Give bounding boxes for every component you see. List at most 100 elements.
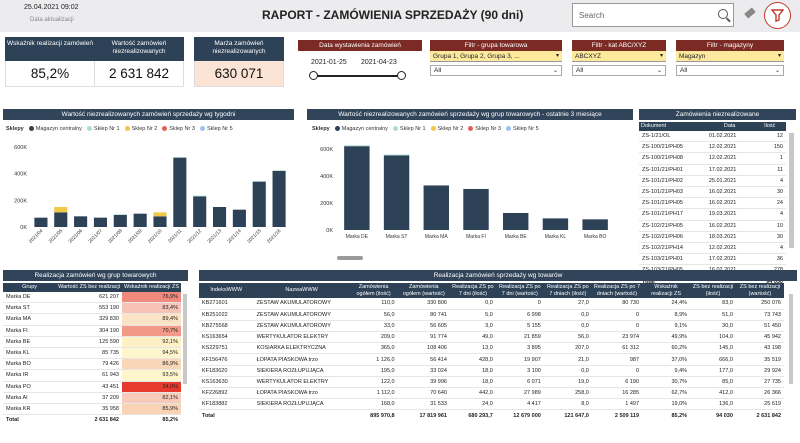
- bar-magazyn-centralny[interactable]: [582, 219, 608, 230]
- legend-item[interactable]: Sklep Nr 1: [86, 126, 120, 132]
- table-row[interactable]: Marka IR 61 943 93,5%: [3, 369, 181, 382]
- table-row[interactable]: KB251022 ZESTAW AKUMULATOROWY 56,0 80 741 5,…: [199, 309, 784, 321]
- bar-magazyn-centralny[interactable]: [272, 171, 286, 227]
- legend-item[interactable]: Magazyn centralny: [28, 126, 82, 132]
- legend-item[interactable]: Sklep Nr 3: [468, 126, 501, 132]
- bar-sklep-nr-1[interactable]: [383, 154, 410, 156]
- col-header[interactable]: ZS bez realizacji (wartość): [735, 283, 784, 298]
- table-row[interactable]: Marka KR 35 958 85,9%: [3, 403, 181, 416]
- date-to[interactable]: 2021-04-23: [361, 59, 397, 66]
- table-row[interactable]: Marka ST 553 190 83,4%: [3, 302, 181, 315]
- group-filter-select[interactable]: Grupa 1, Grupa 2, Grupa 3, ... ▾: [430, 51, 562, 62]
- date-slider-end-handle[interactable]: [397, 71, 406, 80]
- table-row[interactable]: KS163630 WERTYKULATOR ELEKTRY 122,0 39 996 1…: [199, 376, 784, 389]
- abc-filter-select[interactable]: ABCXYZ ▾: [572, 51, 666, 62]
- table-row[interactable]: ZS-1/21/OL 01.02.2021 12: [639, 130, 786, 143]
- date-slider-start-handle[interactable]: [309, 71, 318, 80]
- bar-magazyn-centralny[interactable]: [252, 181, 266, 227]
- bar-sklep-nr-1[interactable]: [173, 157, 187, 158]
- col-date[interactable]: Data: [705, 122, 754, 131]
- bar-magazyn-centralny[interactable]: [193, 196, 207, 227]
- bar-sklep-nr-1[interactable]: [272, 170, 286, 171]
- bar-magazyn-centralny[interactable]: [153, 216, 167, 227]
- table-row[interactable]: ZS-103/21/PH01 17.02.2021 36: [639, 253, 786, 266]
- table-row[interactable]: Marka MA 329 830 89,4%: [3, 313, 181, 326]
- chart-scroll-handle[interactable]: [337, 256, 363, 260]
- bar-magazyn-centralny[interactable]: [463, 188, 489, 230]
- bar-sklep-nr-2[interactable]: [54, 207, 68, 213]
- bar-magazyn-centralny[interactable]: [113, 215, 127, 227]
- col-header[interactable]: Wskaźnik realizacji ZS: [642, 283, 691, 298]
- bar-sklep-nr-1[interactable]: [344, 145, 370, 147]
- bar-magazyn-centralny[interactable]: [423, 185, 449, 230]
- bar-sklep-nr-1[interactable]: [193, 195, 207, 197]
- table-row[interactable]: ZS-102/21/PH06 18.03.2021 30: [639, 231, 786, 243]
- table-row[interactable]: KF226892 ŁOPATA PIASKOWA trzo 1 112,0 70 64…: [199, 387, 784, 400]
- table-row[interactable]: Marka PO 43 451 34,0%: [3, 381, 181, 393]
- table-row[interactable]: ZS-101/21/PH02 25.01.2021 4: [639, 175, 786, 187]
- bar-magazyn-centralny[interactable]: [93, 217, 108, 227]
- bar-magazyn-centralny[interactable]: [503, 212, 529, 230]
- bar-sklep-nr-1[interactable]: [113, 214, 127, 215]
- col-header[interactable]: Zamówienia ogółem (wartość): [397, 283, 450, 298]
- col-header[interactable]: Realizacja ZS po 7 dni (wartość): [495, 283, 544, 298]
- abc-filter-all[interactable]: All ⌄: [572, 65, 666, 76]
- date-from[interactable]: 2021-01-25: [311, 59, 347, 66]
- legend-item[interactable]: Sklep Nr 2: [430, 126, 463, 132]
- table-row[interactable]: KB271601 ZESTAW AKUMULATOROWY 110,0 330 806…: [199, 298, 784, 310]
- table-row[interactable]: ZS-101/21/PH17 19.03.2021 4: [639, 208, 786, 221]
- unrealized-scrollbar[interactable]: [789, 133, 794, 248]
- table-row[interactable]: Marka FI 304 190 70,7%: [3, 325, 181, 337]
- search-icon[interactable]: [718, 9, 728, 19]
- bar-magazyn-centralny[interactable]: [74, 216, 88, 227]
- legend-item[interactable]: Sklep Nr 5: [199, 126, 233, 132]
- bar-magazyn-centralny[interactable]: [54, 212, 68, 227]
- bar-magazyn-centralny[interactable]: [344, 146, 370, 230]
- col-header[interactable]: NazwaWWW: [253, 283, 350, 298]
- col-group[interactable]: Grupy: [3, 283, 57, 292]
- legend-item[interactable]: Sklep Nr 1: [392, 126, 426, 132]
- table-row[interactable]: Marka DE 621 207 76,9%: [3, 291, 181, 304]
- col-header[interactable]: Zamówienia ogółem (ilość): [349, 283, 398, 298]
- table-row[interactable]: KS229751 KOSIARKA ELEKTRYCZNA 365,0 108 406…: [199, 342, 784, 355]
- table-row[interactable]: Marka BE 125 590 92,1%: [3, 336, 181, 348]
- legend-item[interactable]: Magazyn centralny: [334, 126, 388, 132]
- bar-magazyn-centralny[interactable]: [173, 157, 187, 227]
- col-header[interactable]: Realizacja ZS po 7 dni (ilość): [449, 283, 496, 298]
- store-filter-select[interactable]: Magazyn ▾: [676, 51, 784, 62]
- col-header[interactable]: Realizacja ZS po 7 dniach (wartość): [591, 283, 643, 298]
- legend-item[interactable]: Sklep Nr 2: [124, 126, 157, 132]
- legend-item[interactable]: Sklep Nr 5: [505, 126, 539, 132]
- table-row[interactable]: ZS-100/21/PH08 12.02.2021 1: [639, 152, 786, 165]
- table-row[interactable]: KS163654 WERTYKULATOR ELEKTRY 209,0 91 774 4…: [199, 331, 784, 344]
- products-scrollbar[interactable]: [789, 294, 793, 384]
- table-row[interactable]: Marka BO 79 426 86,9%: [3, 358, 181, 371]
- bar-magazyn-centralny[interactable]: [232, 209, 246, 227]
- search-input[interactable]: Search: [572, 3, 734, 27]
- table-row[interactable]: KF156476 ŁOPATA PIASKOWA trzo 1 126,0 56 41…: [199, 353, 784, 366]
- col-value[interactable]: Wartość ZS bez realizacji: [56, 283, 122, 292]
- bar-magazyn-centralny[interactable]: [383, 155, 410, 230]
- table-row[interactable]: Marka AI 37 209 82,1%: [3, 392, 181, 404]
- table-row[interactable]: ZS-100/21/PH05 12.02.2021 150: [639, 141, 786, 154]
- bar-magazyn-centralny[interactable]: [212, 207, 227, 227]
- col-document[interactable]: Dokument: [639, 122, 706, 131]
- col-header[interactable]: ZS bez realizacji (ilość): [690, 283, 736, 298]
- bar-sklep-nr-2[interactable]: [153, 212, 167, 217]
- bar-magazyn-centralny[interactable]: [34, 217, 48, 227]
- store-filter-all[interactable]: All ⌄: [676, 65, 784, 76]
- col-qty[interactable]: Ilość: [753, 122, 786, 131]
- bar-magazyn-centralny[interactable]: [542, 218, 569, 230]
- bar-sklep-nr-1[interactable]: [252, 181, 266, 182]
- filter-icon[interactable]: [764, 2, 791, 29]
- table-row[interactable]: KF183620 SIEKIERA ROZŁUPUJĄCA 195,0 33 024 1…: [199, 365, 784, 377]
- col-rate[interactable]: Wskaźnik realizacji ZS: [121, 283, 181, 292]
- table-row[interactable]: ZS-101/21/PH03 16.02.2021 30: [639, 186, 786, 199]
- table-row[interactable]: Marka KL 85 735 94,5%: [3, 347, 181, 360]
- groups-scrollbar[interactable]: [183, 294, 187, 384]
- col-header[interactable]: Realizacja ZS po 7 dniach (ilość): [543, 283, 592, 298]
- legend-item[interactable]: Sklep Nr 3: [162, 126, 195, 132]
- table-row[interactable]: ZS-102/21/PH05 16.02.2021 10: [639, 220, 786, 232]
- table-row[interactable]: KF183882 SIEKIERA ROZŁUPUJĄCA 168,0 31 533 2…: [199, 398, 784, 411]
- table-row[interactable]: ZS-101/21/PH01 17.02.2021 11: [639, 164, 786, 176]
